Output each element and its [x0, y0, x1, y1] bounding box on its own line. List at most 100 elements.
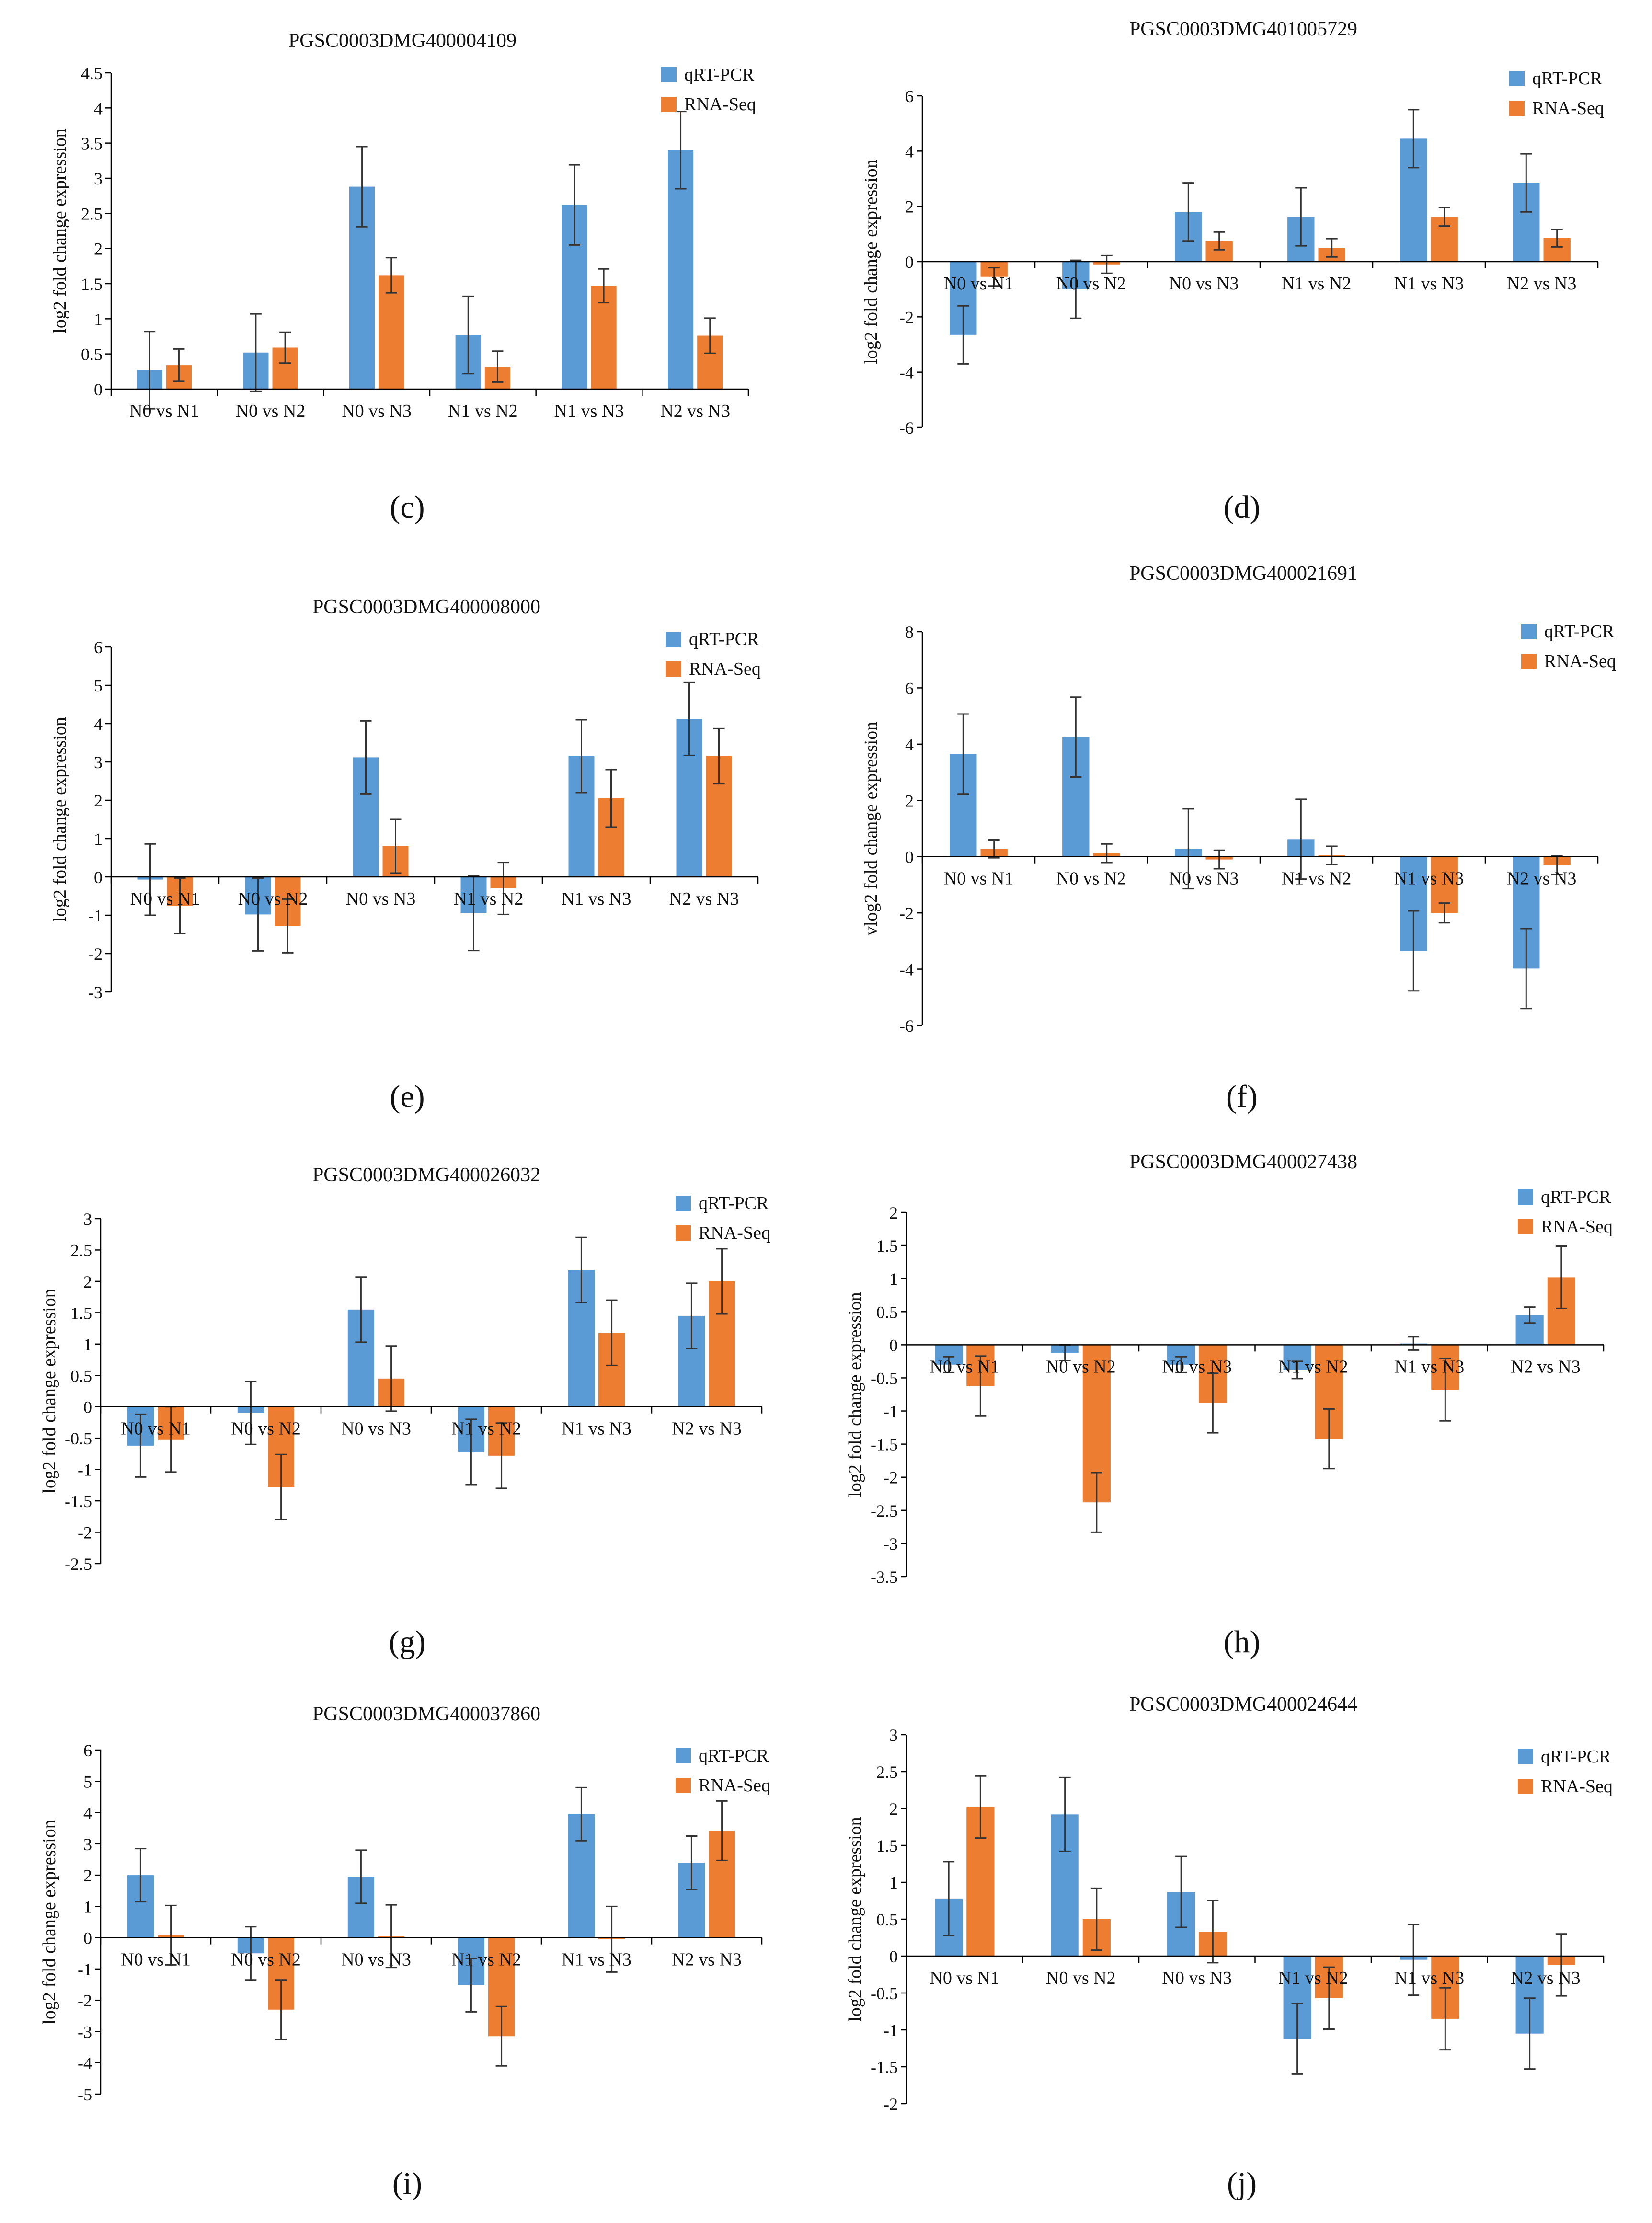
y-tick-label: 4	[83, 1804, 92, 1823]
legend-swatch-rna-seq	[1521, 654, 1537, 669]
legend-swatch-rna-seq	[661, 97, 677, 112]
legend-label: RNA-Seq	[1541, 1776, 1613, 1797]
y-tick-label: -6	[899, 1016, 914, 1036]
legend-swatch-rna-seq	[676, 1225, 691, 1241]
y-tick-label: 1	[94, 829, 103, 849]
legend-label: qRT-PCR	[1541, 1747, 1611, 1767]
legend-swatch-qrt-pcr	[1509, 71, 1525, 86]
x-tick-label: N1 vs N3	[1394, 1968, 1464, 1988]
x-tick-label: N0 vs N3	[341, 1950, 411, 1970]
chart-title: PGSC0003DMG400008000	[312, 596, 540, 618]
y-tick-label: 0.5	[876, 1910, 898, 1929]
y-tick-label: 3	[83, 1835, 92, 1854]
x-tick-label: N0 vs N1	[130, 889, 200, 909]
y-tick-label: -1	[78, 1461, 92, 1480]
chart-panel: PGSC0003DMG400004109 0 0.5 1 1.5 2 2.5 3 3.5 4 4.5…	[50, 30, 756, 525]
y-tick-label: 2	[94, 240, 103, 259]
chart-title: PGSC0003DMG400026032	[312, 1164, 540, 1186]
y-tick-label: -0.5	[871, 1369, 898, 1388]
legend-label: RNA-Seq	[699, 1775, 770, 1796]
y-tick-label: 2	[94, 791, 103, 810]
y-axis-label: log2 fold change expression	[845, 1817, 865, 2021]
panel-label: (d)	[1224, 490, 1261, 525]
y-tick-label: 2.5	[876, 1762, 898, 1782]
chart-panel: PGSC0003DMG400027438 -3.5 -3 -2.5 -2 -1.5 -1 -0…	[845, 1151, 1613, 1659]
x-tick-label: N0 vs N2	[231, 1950, 301, 1970]
y-tick-label: 0.5	[70, 1366, 92, 1385]
x-tick-label: N2 vs N3	[1507, 274, 1577, 294]
y-axis-label: log2 fold change expression	[50, 717, 70, 921]
y-tick-label: -3.5	[871, 1567, 898, 1587]
y-tick-label: -0.5	[65, 1429, 92, 1448]
x-tick-label: N0 vs N1	[944, 869, 1014, 889]
y-tick-label: 2	[889, 1203, 898, 1222]
y-tick-label: -3	[883, 1534, 898, 1554]
legend-label: RNA-Seq	[699, 1223, 770, 1243]
y-tick-label: -2.5	[871, 1501, 898, 1520]
y-tick-label: 0	[83, 1398, 92, 1417]
chart-title: PGSC0003DMG400024644	[1129, 1693, 1357, 1716]
y-tick-label: -1.5	[65, 1492, 92, 1511]
panel-label: (f)	[1226, 1079, 1258, 1114]
y-tick-label: -5	[78, 2085, 92, 2104]
legend-label: qRT-PCR	[689, 629, 759, 649]
chart-panel: PGSC0003DMG400008000 -3 -2 -1 0 1 2 3 4 5 6 log2 fo…	[50, 596, 761, 1114]
x-tick-label: N1 vs N2	[454, 889, 524, 909]
x-tick-label: N0 vs N1	[944, 274, 1014, 294]
y-axis-label: log2 fold change expression	[39, 1820, 59, 2024]
legend-swatch-qrt-pcr	[666, 632, 681, 647]
y-tick-label: -1	[78, 1960, 92, 1979]
x-tick-label: N1 vs N3	[554, 401, 624, 421]
y-tick-label: 6	[94, 638, 103, 657]
y-tick-label: 3.5	[81, 134, 103, 153]
legend-swatch-rna-seq	[1518, 1219, 1533, 1234]
y-tick-label: -2	[78, 1991, 92, 2010]
legend-swatch-rna-seq	[676, 1778, 691, 1793]
y-tick-label: 0	[94, 868, 103, 887]
y-tick-label: 0	[83, 1929, 92, 1948]
y-tick-label: -3	[88, 983, 103, 1002]
x-tick-label: N1 vs N2	[451, 1419, 521, 1439]
y-axis-label: vlog2 fold change expression	[861, 722, 881, 935]
x-tick-label: N0 vs N2	[236, 401, 306, 421]
x-tick-label: N2 vs N3	[669, 889, 739, 909]
y-tick-label: 6	[905, 679, 914, 698]
y-tick-label: 3	[94, 753, 103, 772]
panel-label: (h)	[1224, 1624, 1261, 1659]
x-tick-label: N0 vs N3	[341, 1419, 411, 1439]
panel-label: (i)	[392, 2166, 422, 2201]
legend-label: RNA-Seq	[689, 659, 761, 679]
panel-label: (e)	[390, 1079, 424, 1114]
legend-swatch-qrt-pcr	[1518, 1189, 1533, 1205]
y-tick-label: 1	[94, 310, 103, 329]
legend-label: RNA-Seq	[684, 94, 756, 115]
y-tick-label: 4	[94, 714, 103, 734]
y-tick-label: 5	[83, 1772, 92, 1791]
panel-label: (c)	[390, 490, 424, 525]
y-axis-label: log2 fold change expression	[861, 159, 881, 364]
legend-swatch-rna-seq	[1509, 101, 1525, 116]
x-tick-label: N1 vs N3	[1394, 1357, 1464, 1377]
x-tick-label: N0 vs N1	[929, 1357, 999, 1377]
y-tick-label: -1.5	[871, 1435, 898, 1454]
y-tick-label: 2	[905, 791, 914, 810]
legend-label: qRT-PCR	[1541, 1187, 1611, 1207]
y-tick-label: 2	[83, 1272, 92, 1291]
x-tick-label: N1 vs N3	[1394, 274, 1464, 294]
y-tick-label: 0	[889, 1947, 898, 1966]
x-tick-label: N0 vs N3	[1169, 869, 1239, 889]
x-tick-label: N0 vs N1	[929, 1968, 999, 1988]
y-tick-label: 1	[889, 1269, 898, 1289]
y-tick-label: 1	[83, 1335, 92, 1354]
y-tick-label: 2	[83, 1866, 92, 1885]
y-tick-label: 0.5	[876, 1302, 898, 1322]
x-tick-label: N2 vs N3	[672, 1950, 742, 1970]
y-tick-label: 1	[83, 1897, 92, 1916]
bar-rna-seq	[379, 275, 404, 389]
chart-panel: PGSC0003DMG401005729 -6 -4 -2 0 2 4 6 log2 fold …	[861, 18, 1604, 525]
y-tick-label: -6	[899, 418, 914, 438]
chart-title: PGSC0003DMG400004109	[288, 30, 516, 52]
y-tick-label: 4	[94, 99, 103, 118]
y-tick-label: 0	[905, 848, 914, 867]
x-tick-label: N0 vs N3	[342, 401, 412, 421]
